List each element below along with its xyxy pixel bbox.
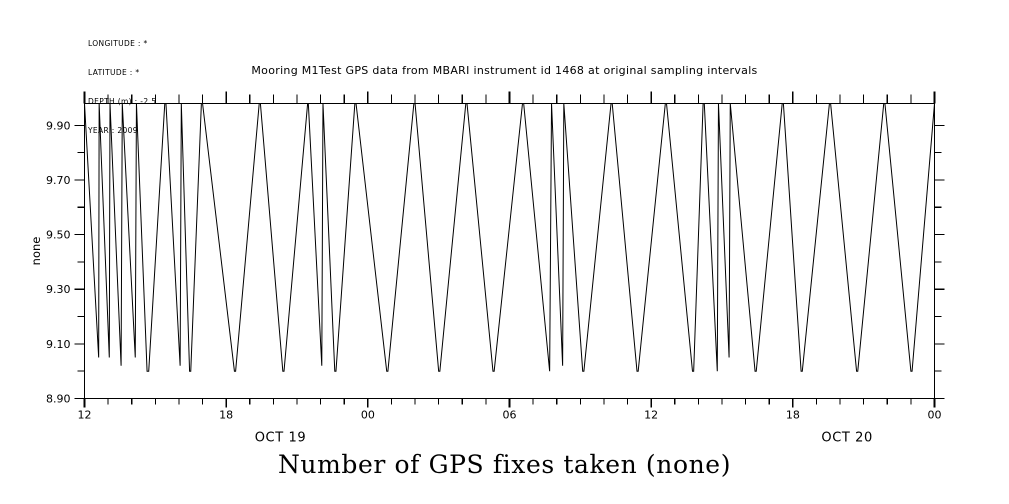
y-tick-label: 9.70 <box>46 174 71 187</box>
x-tick-label: 00 <box>928 409 942 422</box>
y-tick-label: 9.30 <box>46 283 71 296</box>
x-day-label: OCT 19 <box>255 431 307 446</box>
metadata-year: YEAR : 2009 <box>88 125 138 135</box>
plot-title: Mooring M1Test GPS data from MBARI instr… <box>251 64 758 77</box>
y-tick-label: 9.50 <box>46 229 71 242</box>
x-tick-label: 18 <box>219 409 233 422</box>
figure-caption: Number of GPS fixes taken (none) <box>277 450 732 479</box>
x-tick-label: 12 <box>644 409 658 422</box>
y-axis-title: none <box>29 237 43 266</box>
y-axis-tick-labels: 8.90 9.10 9.30 9.50 9.70 9.90 <box>46 119 71 405</box>
metadata-block: LONGITUDE : * LATITUDE : * DEPTH (m) : -… <box>88 20 156 154</box>
x-day-label: OCT 20 <box>821 431 873 446</box>
y-tick-label: 9.10 <box>46 338 71 351</box>
series-polyline <box>84 103 935 372</box>
data-series-line <box>84 103 935 372</box>
x-tick-label: 00 <box>361 409 375 422</box>
metadata-longitude: LONGITUDE : * <box>88 39 148 49</box>
metadata-latitude: LATITUDE : * <box>88 67 140 77</box>
x-axis-ticks <box>83 91 936 408</box>
x-tick-label: 06 <box>503 409 517 422</box>
x-axis-tick-labels: 12 18 00 06 12 18 00 <box>78 409 942 422</box>
y-tick-label: 8.90 <box>46 393 71 406</box>
axis-frame <box>83 102 936 400</box>
x-tick-label: 18 <box>786 409 800 422</box>
x-tick-label: 12 <box>78 409 92 422</box>
metadata-depth: DEPTH (m) : -2.5 <box>88 96 157 106</box>
y-tick-label: 9.90 <box>46 119 71 132</box>
x-axis-day-labels: OCT 19 OCT 20 <box>255 431 873 446</box>
y-axis-title-text: none <box>29 237 43 266</box>
y-axis-ticks <box>74 124 945 400</box>
